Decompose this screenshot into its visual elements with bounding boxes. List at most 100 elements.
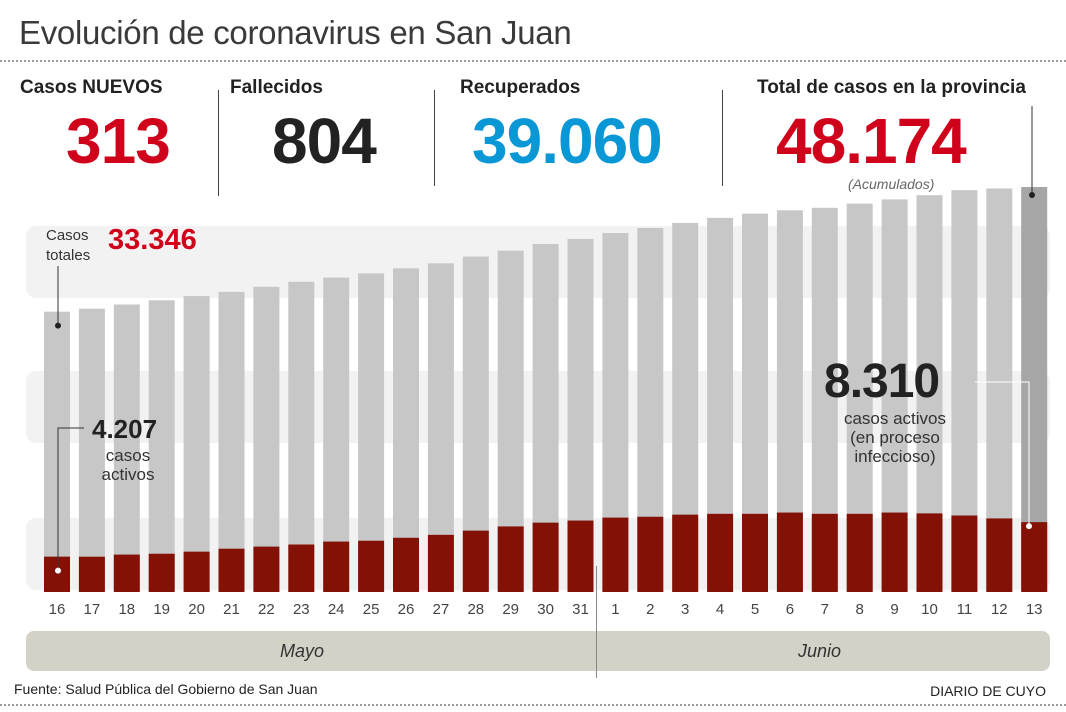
end-total-marker (1029, 192, 1035, 198)
x-tick-label: 16 (48, 601, 66, 618)
end-active-label-line1: casos activos (843, 409, 947, 428)
active-cases-bar (427, 534, 454, 592)
start-total-marker (55, 322, 61, 329)
stat-divider (434, 90, 435, 186)
active-cases-bar (776, 512, 803, 592)
active-cases-bar (916, 513, 943, 592)
x-tick-label: 3 (681, 601, 690, 618)
x-tick-label: 20 (188, 601, 205, 618)
start-total-value: 33.346 (108, 224, 197, 256)
x-tick-label: 12 (990, 601, 1008, 618)
x-tick-label: 31 (572, 601, 589, 618)
stat-deaths-value: 804 (272, 105, 377, 177)
x-tick-label: 9 (890, 601, 899, 618)
active-cases-bar (567, 520, 594, 592)
x-tick-label: 1 (611, 601, 620, 618)
stat-total-value: 48.174 (776, 105, 967, 177)
start-active-leader-line (57, 427, 84, 571)
x-tick-label: 18 (118, 601, 136, 618)
month-label-june: Junio (798, 641, 842, 661)
total-cases-bar (148, 300, 175, 592)
start-total-label: Casos totales (46, 226, 90, 266)
active-cases-bar (846, 513, 873, 592)
stat-recovered-label: Recuperados (460, 77, 581, 98)
active-cases-bar (113, 554, 140, 592)
total-cases-bar (323, 277, 350, 592)
x-tick-label: 19 (153, 601, 171, 618)
total-cases-bar (253, 286, 280, 592)
active-cases-bar (707, 513, 734, 592)
month-bar (26, 631, 1050, 671)
start-active-marker (55, 567, 61, 574)
month-divider (596, 566, 597, 678)
stat-recovered-value: 39.060 (472, 105, 663, 177)
stat-total-note: (Acumulados) (848, 176, 935, 192)
x-tick-label: 2 (646, 601, 655, 618)
month-label-may: Mayo (280, 641, 325, 661)
total-cases-bar (358, 273, 385, 592)
total-cases-bar (113, 304, 140, 592)
active-cases-bar (323, 541, 350, 592)
active-cases-bar (393, 537, 419, 592)
start-active-value: 4.207 (92, 414, 158, 444)
active-cases-bar (811, 513, 838, 592)
x-tick-label: 17 (83, 601, 101, 618)
active-cases-bar (637, 516, 664, 592)
active-cases-bar (1021, 522, 1048, 592)
end-active-marker (1026, 523, 1032, 530)
x-tick-label: 13 (1025, 601, 1043, 618)
end-active-label-line2: (en proceso (850, 428, 940, 447)
active-cases-bar (672, 514, 699, 592)
active-cases-bar (602, 517, 629, 592)
active-cases-bar (881, 512, 908, 592)
active-cases-bar (742, 513, 768, 592)
top-divider (0, 60, 1066, 62)
end-active-label: casos activos (en proceso infeccioso) (820, 409, 970, 466)
x-tick-label: 7 (820, 601, 829, 618)
x-tick-label: 27 (432, 601, 450, 618)
x-tick-label: 28 (467, 601, 485, 618)
active-cases-bar (532, 522, 559, 592)
active-cases-bar (253, 546, 280, 592)
end-active-label-line3: infeccioso) (854, 447, 936, 466)
stat-deaths-label: Fallecidos (230, 77, 323, 98)
x-tick-label: 5 (750, 601, 760, 618)
start-total-label-line2: totales (46, 247, 91, 264)
x-tick-label: 22 (258, 601, 275, 618)
active-cases-bar (358, 540, 385, 592)
active-cases-bar (78, 556, 105, 592)
active-cases-bar (44, 556, 70, 592)
stat-total-label: Total de casos en la provincia (757, 77, 1026, 98)
x-tick-label: 21 (223, 601, 240, 618)
start-active-label-line2: activos (101, 465, 155, 484)
x-tick-label: 25 (362, 601, 380, 618)
x-tick-label: 24 (327, 601, 345, 618)
x-tick-label: 26 (397, 601, 415, 618)
start-total-label-line1: Casos (46, 227, 89, 244)
x-tick-label: 29 (502, 601, 520, 618)
active-cases-bar (218, 548, 245, 592)
total-cases-bar (218, 291, 245, 592)
brand-credit: DIARIO DE CUYO (930, 683, 1046, 699)
active-cases-bar (148, 553, 175, 592)
x-tick-label: 8 (855, 601, 864, 618)
x-tick-label: 11 (956, 601, 973, 618)
x-tick-label: 23 (292, 601, 310, 618)
total-cases-bar (78, 308, 105, 592)
stat-new-cases-label: Casos NUEVOS (20, 77, 163, 98)
x-tick-label: 30 (537, 601, 554, 618)
x-tick-label: 10 (921, 601, 938, 618)
active-cases-bar (462, 530, 489, 592)
end-active-value: 8.310 (824, 355, 940, 408)
end-active-leader-line (975, 381, 1030, 527)
x-tick-label: 6 (785, 601, 795, 618)
x-tick-label: 4 (715, 601, 725, 618)
start-active-label-line1: casos (105, 446, 151, 465)
page-title: Evolución de coronavirus en San Juan (19, 14, 572, 51)
active-cases-bar (288, 544, 315, 592)
stat-new-cases-value: 313 (66, 105, 171, 177)
total-cases-bar (44, 311, 70, 592)
total-cases-bar (288, 281, 315, 592)
active-cases-bar (986, 518, 1013, 592)
